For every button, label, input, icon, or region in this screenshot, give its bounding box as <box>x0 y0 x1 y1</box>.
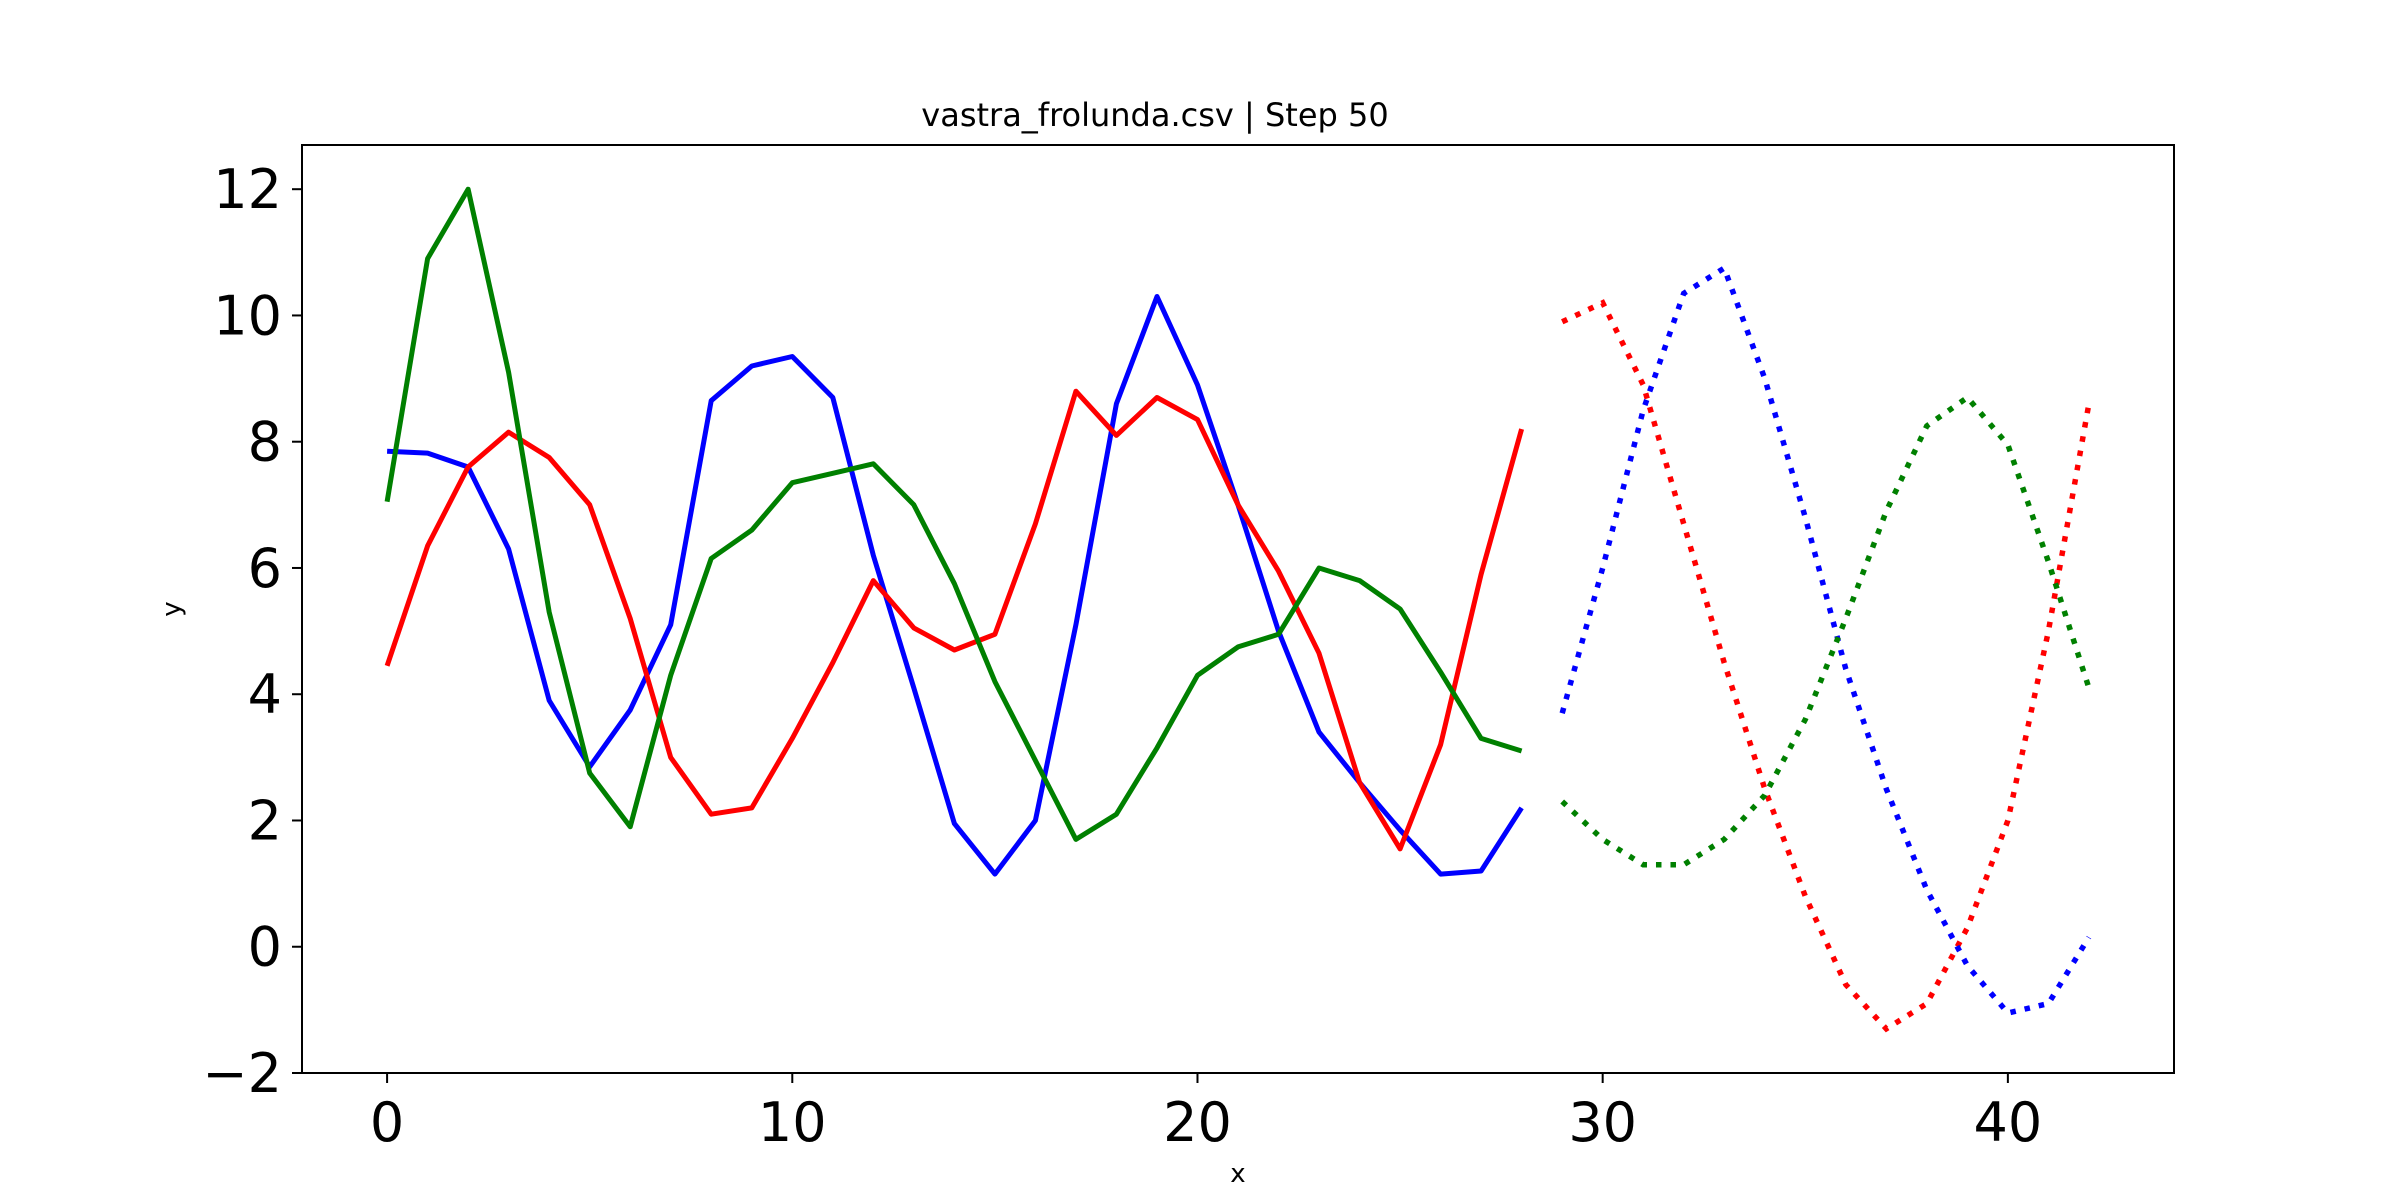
chart-title: vastra_frolunda.csv | Step 50 <box>921 96 1388 134</box>
x-tick-label: 30 <box>1568 1091 1637 1154</box>
forecast-line-4 <box>1559 263 2092 1017</box>
y-tick-label: 2 <box>248 789 282 852</box>
y-tick-label: 0 <box>248 916 282 979</box>
forecast-line-3 <box>1561 299 2092 1033</box>
series-line-2 <box>384 186 1523 842</box>
y-tick-label: 8 <box>248 411 282 474</box>
y-axis-label: y <box>157 601 187 616</box>
x-tick-label: 10 <box>758 1091 827 1154</box>
x-axis: 0 10 20 30 40 <box>370 1073 2042 1154</box>
plot-frame <box>301 144 2175 1074</box>
y-tick-label: 6 <box>248 537 282 600</box>
x-tick-label: 0 <box>370 1091 404 1154</box>
y-tick-label: 12 <box>213 158 282 221</box>
series-line-0 <box>386 294 1524 877</box>
series-layer <box>384 186 2092 1033</box>
x-tick-label: 40 <box>1974 1091 2043 1154</box>
forecast-line-5 <box>1560 393 2092 868</box>
x-tick-label: 20 <box>1163 1091 1232 1154</box>
series-line-1 <box>384 388 1525 852</box>
y-tick-label: 4 <box>248 663 282 726</box>
x-axis-label: x <box>1230 1159 1245 1189</box>
y-tick-label: 10 <box>213 284 282 347</box>
y-axis: −2 0 2 4 6 8 10 12 <box>202 158 302 1105</box>
y-tick-label: −2 <box>202 1042 282 1105</box>
